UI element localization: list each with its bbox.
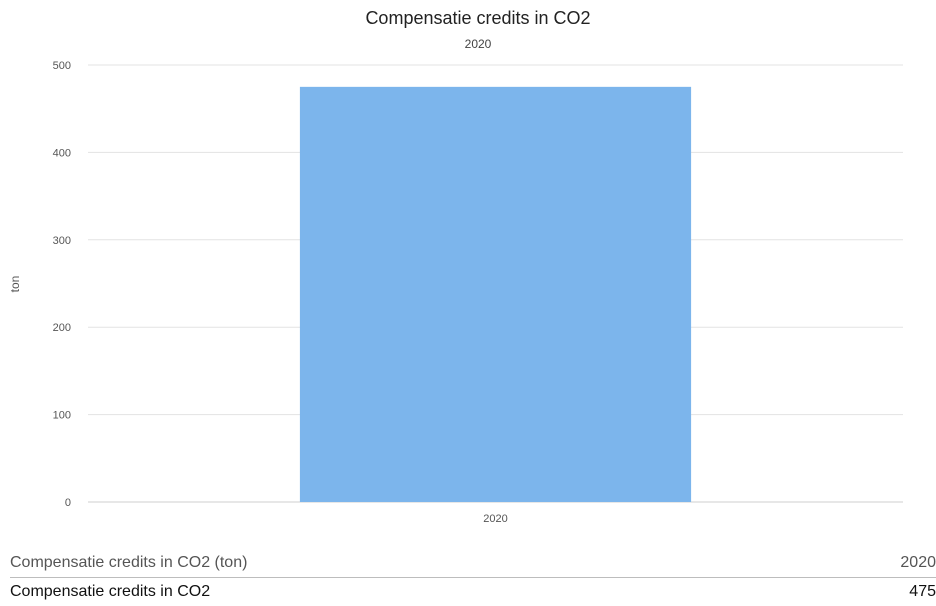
data-table-row-label: Compensatie credits in CO2 [10,583,211,600]
data-table-row: Compensatie credits in CO2 475 [10,578,936,606]
y-tick-label: 400 [53,147,71,159]
chart-subtitle: 2020 [465,37,492,51]
chart-title: Compensatie credits in CO2 [365,8,590,28]
data-table-row-value: 475 [909,583,936,600]
y-tick-label: 300 [53,235,71,247]
data-table-header-year: 2020 [900,554,936,571]
y-axis-title: ton [8,276,22,293]
x-tick-label: 2020 [483,513,507,525]
bar-chart: Compensatie credits in CO2 2020 ton 0 100… [8,8,903,525]
data-table: Compensatie credits in CO2 (ton) 2020 Co… [10,549,936,606]
bar[interactable] [299,86,692,502]
data-table-header-label: Compensatie credits in CO2 (ton) [10,554,248,571]
y-tick-label: 0 [65,497,71,509]
y-tick-label: 100 [53,410,71,422]
data-table-header: Compensatie credits in CO2 (ton) 2020 [10,549,936,578]
y-tick-label: 500 [53,60,71,72]
y-tick-label: 200 [53,322,71,334]
